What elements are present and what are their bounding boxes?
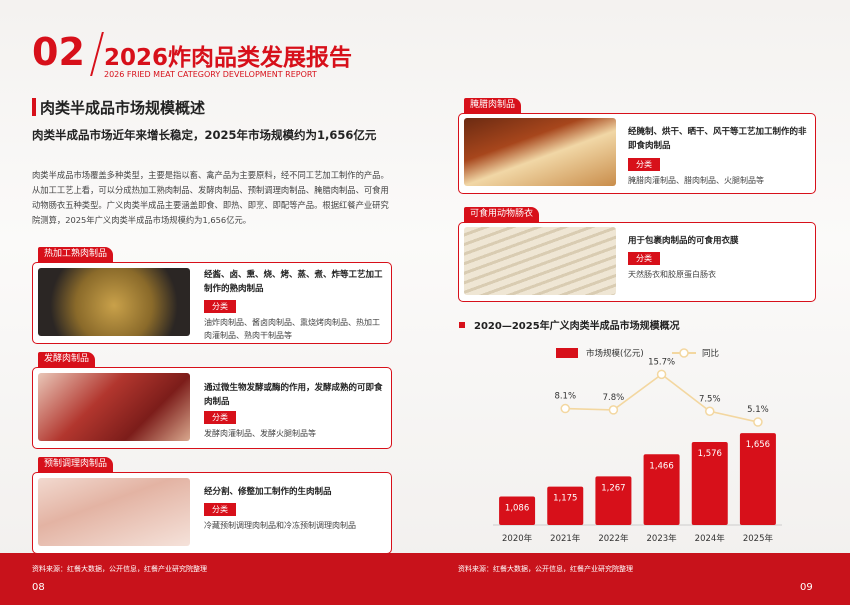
legend-marker <box>679 348 689 358</box>
class-items: 油炸肉制品、酱卤肉制品、熏烧烤肉制品、热加工肉灌制品、熟肉干制品等 <box>204 318 380 340</box>
card-desc: 用于包裹肉制品的可食用衣膜 <box>628 236 739 246</box>
footer-band <box>0 553 850 605</box>
data-label: 1,267 <box>601 483 625 493</box>
bar <box>739 433 776 525</box>
class-items: 天然肠衣和胶原蛋白肠衣 <box>628 270 716 279</box>
legend-label: 市场规模(亿元) <box>586 348 644 359</box>
x-tick-label: 2021年 <box>550 533 581 544</box>
data-label: 7.5% <box>699 394 721 404</box>
bar <box>643 454 680 525</box>
card-desc: 经分割、修整加工制作的生肉制品 <box>204 487 332 497</box>
image <box>464 118 616 186</box>
line-point <box>656 369 667 380</box>
title-marker <box>459 322 465 328</box>
card-tag: 可食用动物肠衣 <box>464 207 540 222</box>
legend-label: 同比 <box>702 348 719 359</box>
data-label: 1,656 <box>746 440 770 450</box>
class-label: 分类 <box>204 300 236 313</box>
x-tick-label: 2020年 <box>502 533 533 544</box>
page-number: 08 <box>32 582 45 593</box>
x-tick-label: 2025年 <box>743 533 774 544</box>
image <box>38 268 190 336</box>
class-label: 分类 <box>628 252 660 265</box>
line-point <box>705 406 715 416</box>
x-tick-label: 2024年 <box>695 533 726 544</box>
data-label: 15.7% <box>648 357 675 367</box>
report-subtitle: 2026 FRIED MEAT CATEGORY DEVELOPMENT REP… <box>104 70 317 79</box>
card-tag: 腌腊肉制品 <box>464 98 522 113</box>
section-title: 肉类半成品市场规模概述 <box>40 99 206 117</box>
bar <box>595 476 632 525</box>
body-text: 肉类半成品市场覆盖多种类型，主要是指以畜、禽产品为主要原料，经不同工艺加工制作的… <box>32 170 389 225</box>
image <box>38 373 190 441</box>
card-tag: 发酵肉制品 <box>38 352 96 367</box>
data-label: 1,175 <box>553 494 577 504</box>
class-items: 冷藏预制调理肉制品和冷冻预制调理肉制品 <box>204 521 356 530</box>
class-items: 腌腊肉灌制品、腊肉制品、火腿制品等 <box>628 176 764 185</box>
data-label: 8.1% <box>554 392 576 402</box>
source-note: 资料来源：红餐大数据，公开信息，红餐产业研究院整理 <box>458 565 633 573</box>
data-label: 1,086 <box>505 504 529 514</box>
line-point <box>560 403 570 414</box>
section-number: 02 <box>32 30 85 74</box>
card-desc: 经酱、卤、熏、烧、烤、蒸、煮、炸等工艺加工制作的熟肉制品 <box>204 270 383 294</box>
chart-title: 2020—2025年广义肉类半成品市场规模概况 <box>474 319 680 332</box>
lead: 肉类半成品市场近年来增长稳定，2025年市场规模约为1,656亿元 <box>32 128 377 142</box>
image <box>464 227 616 295</box>
accent <box>32 98 36 116</box>
x-tick-label: 2022年 <box>598 533 629 544</box>
card-tag: 预制调理肉制品 <box>38 457 114 472</box>
data-label: 1,576 <box>698 449 722 459</box>
line-point <box>608 405 619 415</box>
x-tick-label: 2023年 <box>647 533 678 544</box>
report-title: 2026炸肉品类发展报告 <box>104 45 353 71</box>
bar <box>547 486 584 525</box>
line <box>565 373 759 423</box>
bar <box>499 496 536 525</box>
page-number: 09 <box>800 582 813 593</box>
card-tag: 热加工熟肉制品 <box>38 247 114 262</box>
image <box>38 478 190 546</box>
legend-swatch <box>556 348 578 358</box>
class-label: 分类 <box>204 411 236 424</box>
source-note: 资料来源：红餐大数据，公开信息，红餐产业研究院整理 <box>32 565 207 573</box>
data-label: 7.8% <box>603 393 625 403</box>
class-items: 发酵肉灌制品、发酵火腿制品等 <box>204 429 316 438</box>
bar <box>691 442 728 525</box>
line-point <box>753 417 763 427</box>
class-label: 分类 <box>204 503 236 516</box>
data-label: 5.1% <box>747 405 769 415</box>
data-label: 1,466 <box>649 461 673 471</box>
card-desc: 通过微生物发酵或酶的作用，发酵成熟的可即食肉制品 <box>204 383 383 407</box>
class-label: 分类 <box>628 158 660 171</box>
card-desc: 经腌制、烘干、晒干、风干等工艺加工制作的非即食肉制品 <box>628 127 807 151</box>
